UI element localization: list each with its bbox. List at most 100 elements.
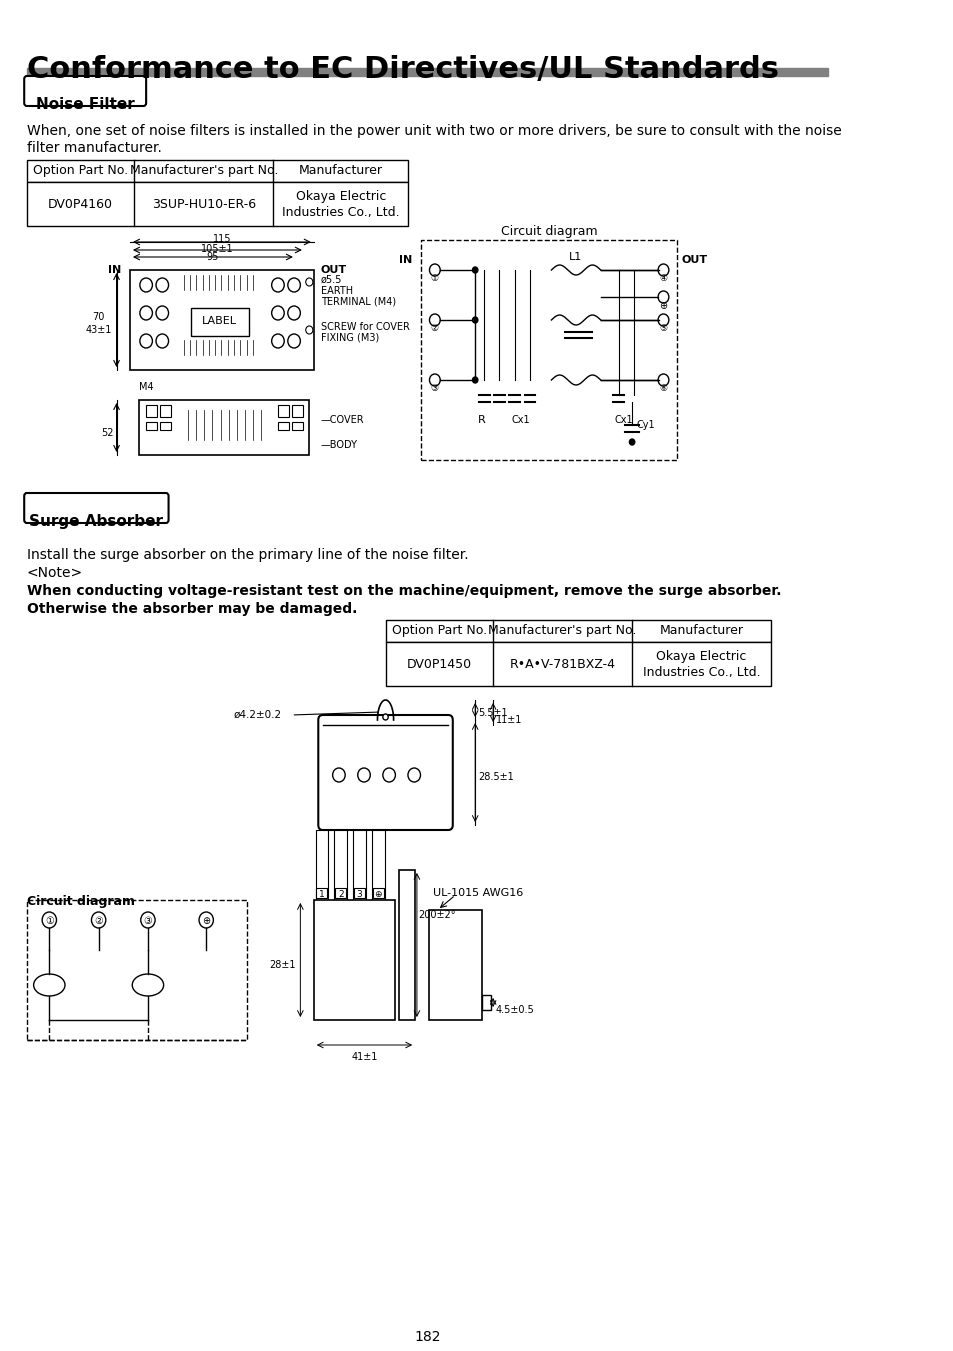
Text: Circuit diagram: Circuit diagram — [27, 894, 134, 908]
Text: 28±1: 28±1 — [269, 961, 295, 970]
Text: Okaya Electric: Okaya Electric — [656, 650, 746, 663]
Circle shape — [357, 767, 370, 782]
Bar — [292, 422, 303, 430]
Text: 182: 182 — [414, 1329, 440, 1344]
Circle shape — [141, 912, 155, 928]
Text: OUT: OUT — [680, 255, 707, 265]
Text: 5.5±1: 5.5±1 — [477, 708, 507, 717]
Text: L1: L1 — [569, 253, 582, 262]
Text: ⑥: ⑥ — [659, 384, 667, 393]
Text: ②: ② — [94, 916, 103, 925]
Ellipse shape — [33, 974, 65, 996]
Circle shape — [429, 263, 439, 276]
Text: 115: 115 — [213, 234, 231, 245]
Circle shape — [272, 278, 284, 292]
Text: Manufacturer's part No.: Manufacturer's part No. — [488, 624, 637, 638]
Text: 28.5±1: 28.5±1 — [477, 773, 513, 782]
Text: ⊕: ⊕ — [375, 890, 382, 898]
Text: Okaya Electric: Okaya Electric — [295, 190, 385, 203]
Bar — [335, 830, 347, 900]
Text: ⊕: ⊕ — [659, 301, 667, 311]
Text: When conducting voltage-resistant test on the machine/equipment, remove the surg: When conducting voltage-resistant test o… — [27, 584, 781, 598]
Circle shape — [140, 334, 152, 349]
Text: EARTH: EARTH — [320, 286, 353, 296]
Bar — [372, 830, 384, 900]
Text: TERMINAL (M4): TERMINAL (M4) — [320, 297, 395, 307]
Text: Manufacturer: Manufacturer — [659, 624, 742, 638]
Text: M4: M4 — [139, 382, 153, 392]
Text: 11±1: 11±1 — [496, 715, 521, 725]
Text: 41±1: 41±1 — [351, 1052, 377, 1062]
Circle shape — [382, 767, 395, 782]
Text: R: R — [477, 415, 485, 426]
Text: ⑤: ⑤ — [659, 324, 667, 332]
Circle shape — [658, 290, 668, 303]
Text: 105±1: 105±1 — [201, 245, 233, 254]
Ellipse shape — [132, 974, 164, 996]
Circle shape — [272, 334, 284, 349]
Circle shape — [305, 326, 313, 334]
Circle shape — [629, 439, 634, 444]
Text: ø5.5: ø5.5 — [320, 276, 342, 285]
Text: IN: IN — [398, 255, 412, 265]
Circle shape — [140, 278, 152, 292]
Text: 4.5±0.5: 4.5±0.5 — [496, 1005, 534, 1015]
Bar — [314, 900, 395, 1020]
Bar — [146, 405, 156, 417]
Bar — [373, 888, 383, 898]
Text: Industries Co., Ltd.: Industries Co., Ltd. — [281, 205, 399, 219]
Circle shape — [156, 278, 169, 292]
Text: Install the surge absorber on the primary line of the noise filter.: Install the surge absorber on the primar… — [27, 549, 468, 562]
FancyBboxPatch shape — [318, 715, 453, 830]
Text: ø4.2±0.2: ø4.2±0.2 — [233, 711, 281, 720]
Circle shape — [658, 263, 668, 276]
Circle shape — [288, 305, 300, 320]
Bar — [385, 620, 770, 642]
Text: 95: 95 — [207, 253, 219, 262]
Bar — [277, 405, 289, 417]
Circle shape — [382, 713, 388, 720]
Text: 200±2°: 200±2° — [417, 911, 455, 920]
Circle shape — [156, 305, 169, 320]
Text: IN: IN — [108, 265, 121, 276]
Text: 3SUP-HU10-ER-6: 3SUP-HU10-ER-6 — [152, 199, 255, 211]
Bar — [385, 642, 770, 686]
Circle shape — [658, 374, 668, 386]
Circle shape — [429, 374, 439, 386]
Bar — [316, 888, 327, 898]
Text: 52: 52 — [101, 427, 113, 438]
Bar — [353, 830, 365, 900]
FancyBboxPatch shape — [24, 493, 169, 523]
Text: 43±1: 43±1 — [86, 326, 112, 335]
Text: Option Part No.: Option Part No. — [33, 163, 128, 177]
Circle shape — [140, 305, 152, 320]
Bar — [191, 308, 249, 336]
Text: OUT: OUT — [320, 265, 347, 276]
Text: UL-1015 AWG16: UL-1015 AWG16 — [433, 888, 523, 898]
Text: LABEL: LABEL — [202, 316, 237, 326]
Text: ①: ① — [45, 916, 53, 925]
Bar — [315, 830, 328, 900]
Text: 2: 2 — [337, 890, 343, 898]
Circle shape — [408, 767, 420, 782]
Circle shape — [472, 267, 477, 273]
Bar — [277, 422, 289, 430]
Text: Cx1: Cx1 — [511, 415, 529, 426]
Text: FIXING (M3): FIXING (M3) — [320, 332, 379, 343]
Bar — [482, 994, 491, 1011]
Text: When, one set of noise filters is installed in the power unit with two or more d: When, one set of noise filters is instal… — [27, 124, 841, 138]
Text: filter manufacturer.: filter manufacturer. — [27, 141, 162, 155]
Text: Otherwise the absorber may be damaged.: Otherwise the absorber may be damaged. — [27, 603, 356, 616]
Bar — [428, 911, 482, 1020]
Text: DV0P1450: DV0P1450 — [406, 658, 472, 671]
Bar — [27, 182, 408, 226]
Bar — [421, 240, 677, 459]
Circle shape — [91, 912, 106, 928]
Circle shape — [288, 278, 300, 292]
Text: <Note>: <Note> — [27, 566, 83, 580]
Circle shape — [333, 767, 345, 782]
Circle shape — [472, 377, 477, 382]
Text: ⊕: ⊕ — [202, 916, 210, 925]
Text: ③: ③ — [431, 384, 438, 393]
Bar — [139, 400, 309, 455]
